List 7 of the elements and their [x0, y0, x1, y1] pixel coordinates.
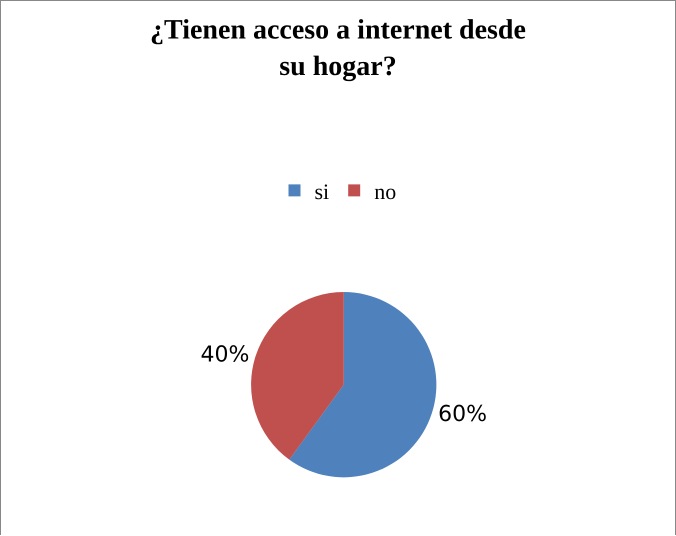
chart-title: ¿Tienen acceso a internet desde su hogar?: [150, 14, 526, 82]
pie-slice: [251, 292, 344, 460]
pie-slice: [289, 292, 436, 478]
data-label: 60%: [438, 402, 487, 428]
data-label: 40%: [200, 342, 250, 368]
legend-label: no: [374, 178, 396, 204]
legend-label: si: [314, 178, 330, 204]
